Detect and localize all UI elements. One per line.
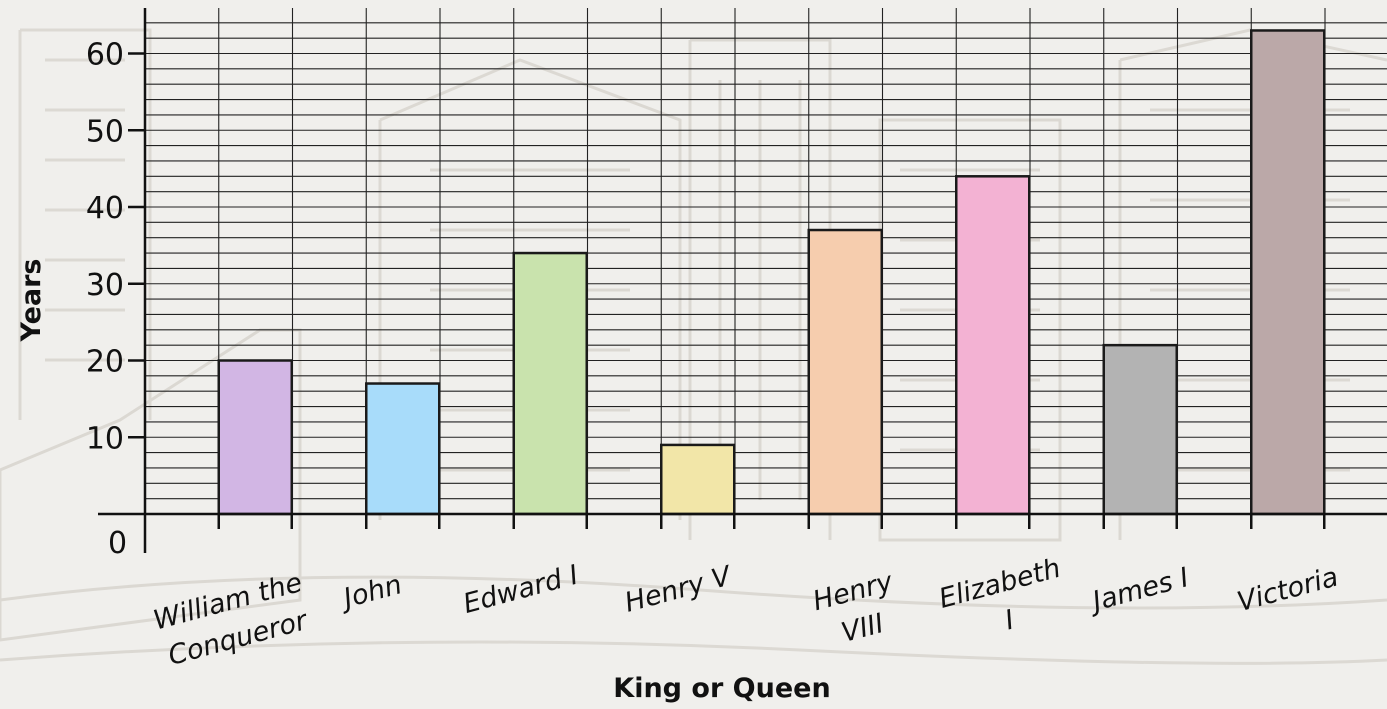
axes xyxy=(98,8,1387,553)
x-category-label-line: James I xyxy=(1085,562,1193,619)
bars-group xyxy=(217,29,1326,516)
bar-victoria xyxy=(1250,29,1326,516)
bar-elizabeth-i xyxy=(955,175,1031,516)
bar-henry-v xyxy=(660,443,736,516)
y-tick-label: 0 xyxy=(108,526,127,561)
y-tick-label: 10 xyxy=(86,421,124,456)
x-category-label: James I xyxy=(1085,562,1193,619)
x-category-label: ElizabethI xyxy=(936,553,1074,652)
x-category-labels: William theConqueror John Edward I Henry V H… xyxy=(150,553,1342,673)
y-tick-label: 20 xyxy=(86,345,124,380)
x-category-label: HenryVIII xyxy=(810,566,907,654)
x-category-label: William theConqueror xyxy=(150,567,315,673)
x-axis-title: King or Queen xyxy=(613,673,830,704)
x-category-label-line: I xyxy=(1002,604,1018,636)
x-category-label-line: Henry xyxy=(810,566,897,617)
y-tick-label: 60 xyxy=(86,38,124,73)
bar-william-the-conqueror xyxy=(217,359,293,516)
x-category-label: Henry V xyxy=(622,560,737,619)
x-category-label-line: Victoria xyxy=(1234,561,1342,618)
grid-lines xyxy=(144,8,1387,514)
bar-john xyxy=(365,382,441,516)
y-axis-title: Years xyxy=(16,259,47,343)
x-category-label-line: Elizabeth xyxy=(936,553,1064,615)
bar-james-i xyxy=(1102,343,1178,516)
bar-edward-i xyxy=(512,251,588,516)
y-tick-labels: 0 10 20 30 40 50 60 xyxy=(86,38,127,562)
y-tick-label: 30 xyxy=(86,268,124,303)
y-tick-label: 50 xyxy=(86,114,124,149)
x-category-label: John xyxy=(336,569,406,615)
x-category-label: Edward I xyxy=(460,560,582,620)
x-category-label-line: Edward I xyxy=(460,560,582,620)
x-category-label-line: John xyxy=(336,569,406,615)
bar-henry-viii xyxy=(807,228,883,516)
x-category-label-line: Henry V xyxy=(622,560,737,619)
x-category-label: Victoria xyxy=(1234,561,1342,618)
x-category-label-line: VIII xyxy=(838,608,887,649)
y-tick-label: 40 xyxy=(86,191,124,226)
